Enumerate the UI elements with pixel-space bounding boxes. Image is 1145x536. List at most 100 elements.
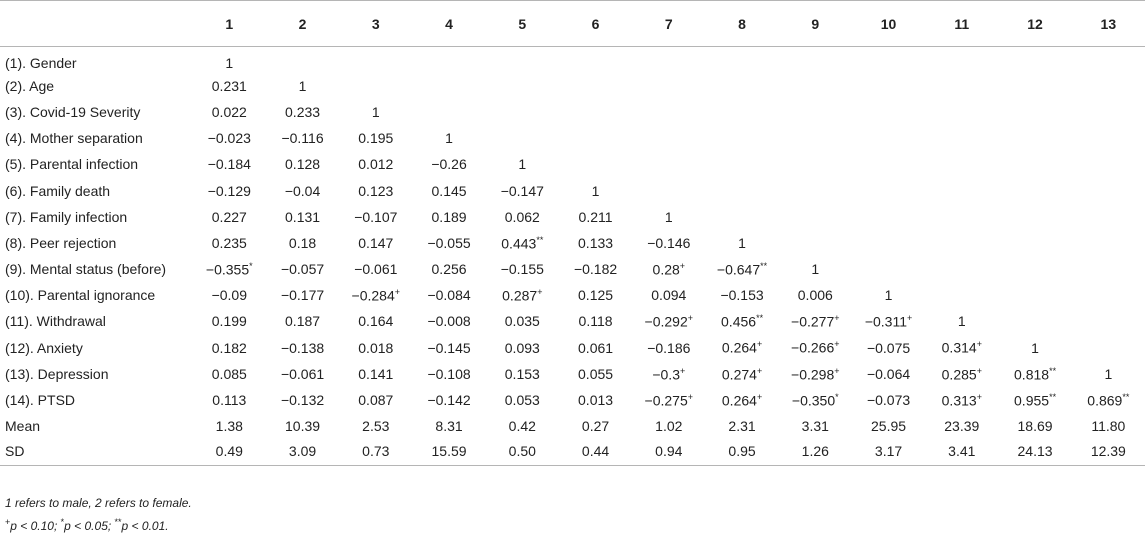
table-cell: 0.199: [211, 313, 247, 330]
table-cell: 0.187: [285, 313, 321, 330]
header-cell-4: 4: [412, 0, 486, 47]
table-cell: 0.18: [288, 234, 317, 251]
table-cell: −0.277+: [791, 313, 840, 330]
table-cell: [632, 73, 705, 99]
table-cell: [1072, 335, 1145, 361]
table-cell: 2.31: [728, 418, 756, 435]
table-cell: 2.53: [362, 418, 390, 435]
table-cell: [925, 177, 998, 203]
header-cell-7: 7: [632, 0, 706, 47]
table-cell: [852, 73, 925, 99]
table-cell: −0.008: [427, 313, 471, 330]
table-cell: −0.153: [720, 287, 764, 304]
table-cell: [1072, 308, 1145, 334]
table-cell: 0.147: [358, 234, 394, 251]
table-cell: 11.80: [1091, 418, 1126, 435]
table-cell: 10.39: [285, 418, 321, 435]
table-cell: [779, 177, 852, 203]
table-cell: [1072, 230, 1145, 256]
table-cell: [412, 99, 485, 125]
table-cell: 3.17: [851, 439, 926, 467]
table-cell: 0.062: [504, 208, 540, 225]
table-cell: 0.018: [358, 339, 394, 356]
table-row: (10). Parental ignorance −0.09 −0.177 −0.28…: [0, 282, 1145, 308]
table-cell: 0.264+: [721, 339, 763, 356]
table-cell: −0.275+: [644, 391, 694, 409]
table-cell: [779, 47, 852, 73]
table-row: (8). Peer rejection 0.235 0.18 0.147 −0.055 0…: [0, 230, 1145, 256]
table-cell: −0.023: [207, 130, 251, 147]
table-cell: [852, 47, 925, 73]
table-cell: [412, 73, 485, 99]
table-cell: 0.231: [211, 77, 247, 94]
table-cell: 3.31: [801, 418, 829, 435]
table-cell: 1.26: [778, 439, 852, 467]
table-cell: 0.125: [578, 287, 614, 304]
table-cell: 0.94: [632, 439, 706, 467]
table-cell: [559, 151, 632, 177]
table-cell: 0.035: [504, 313, 540, 330]
table-cell: −0.184: [207, 156, 251, 173]
table-cell: [998, 125, 1071, 151]
table-cell: −0.355*: [205, 260, 253, 278]
table-cell: [705, 47, 778, 73]
row-label: (4). Mother separation: [5, 130, 143, 147]
table-cell: −0.084: [427, 287, 471, 304]
table-cell: [779, 151, 852, 177]
table-cell: −0.186: [647, 339, 691, 356]
table-cell: [705, 73, 778, 99]
table-cell: [632, 151, 705, 177]
table-cell: 0.133: [578, 234, 614, 251]
table-cell: 0.006: [797, 287, 833, 304]
table-cell: [925, 204, 998, 230]
table-cell: 1: [664, 208, 673, 225]
header-cell-2: 2: [265, 0, 340, 47]
table-cell: [852, 177, 925, 203]
table-cell: 1: [957, 313, 966, 330]
table-cell: [852, 256, 925, 282]
table-row: (12). Anxiety 0.182 −0.138 0.018 −0.145 0.093…: [0, 335, 1145, 361]
table-cell: 0.113: [212, 392, 247, 409]
row-label: (9). Mental status (before): [5, 261, 167, 278]
table-cell: 0.28+: [652, 260, 686, 278]
table-cell: 12.39: [1071, 439, 1145, 467]
table-cell: 23.39: [944, 418, 980, 435]
table-cell: 1: [445, 130, 453, 147]
table-cell: [1072, 125, 1145, 151]
table-cell: [925, 73, 998, 99]
table-cell: 1: [1031, 339, 1039, 356]
table-cell: 0.013: [578, 392, 614, 409]
row-label: (7). Family infection: [5, 208, 128, 225]
table-cell: [925, 151, 998, 177]
table-cell: [1072, 282, 1145, 308]
sig-plus-mark: +: [5, 517, 11, 527]
table-cell: 1.02: [655, 418, 683, 435]
table-cell: [486, 73, 559, 99]
table-cell: 0.094: [651, 287, 687, 304]
table-cell: [998, 204, 1071, 230]
table-cell: −0.108: [427, 365, 471, 382]
table-cell: [998, 256, 1071, 282]
table-cell: 0.141: [358, 365, 394, 382]
table-cell: [705, 99, 778, 125]
table-cell: 0.131: [285, 208, 321, 225]
table-cell: 0.061: [578, 339, 614, 356]
table-cell: [852, 204, 925, 230]
table-cell: 0.235: [211, 234, 247, 251]
table-cell: [632, 99, 705, 125]
table-cell: 0.053: [504, 392, 540, 409]
table-cell: [1072, 73, 1145, 99]
header-cell-1: 1: [192, 0, 266, 47]
table-cell: −0.061: [280, 365, 325, 382]
header-cell-label: [0, 0, 193, 47]
table-cell: [339, 73, 412, 99]
table-cell: [705, 151, 778, 177]
table-cell: 0.123: [358, 182, 394, 199]
table-cell: 0.313+: [941, 391, 982, 409]
table-cell: [266, 47, 339, 73]
row-label: (2). Age: [5, 77, 55, 94]
table-cell: −0.284+: [351, 286, 401, 304]
table-cell: [559, 99, 632, 125]
table-cell: 1: [738, 234, 746, 251]
table-cell: −0.155: [500, 261, 544, 278]
